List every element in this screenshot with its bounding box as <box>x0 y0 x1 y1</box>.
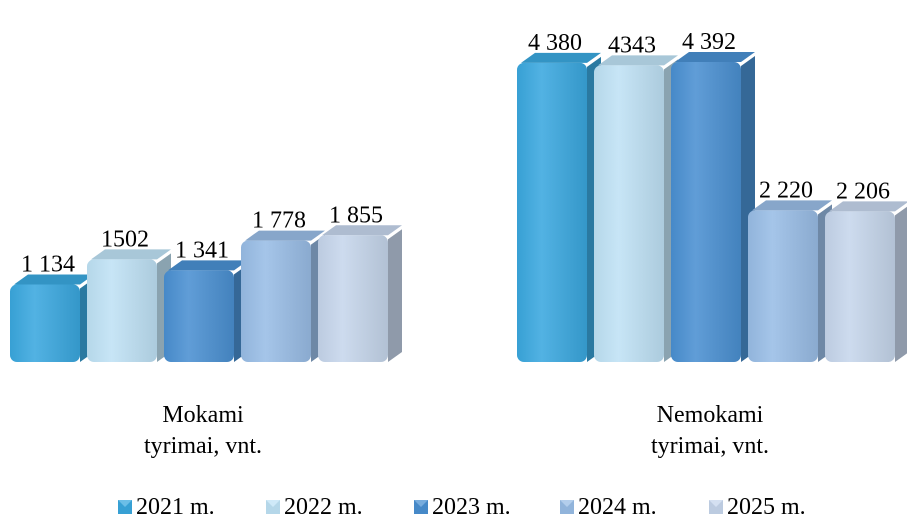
bar-front <box>825 211 895 362</box>
bar-top <box>14 274 94 285</box>
legend-label: 2021 m. <box>136 494 215 520</box>
value-label: 4 392 <box>682 29 736 55</box>
bar-side <box>895 206 907 362</box>
bar-front <box>87 259 157 362</box>
legend: 2021 m. 2022 m. 2023 m. 2024 m. 2025 m. <box>118 494 806 520</box>
bar-0-0 <box>10 274 94 362</box>
bar-top <box>168 260 248 271</box>
bar-front <box>164 270 234 362</box>
value-label: 1 341 <box>175 237 229 263</box>
value-label: 4 380 <box>528 30 582 56</box>
bar-0-2 <box>164 260 248 362</box>
bar-0-1 <box>87 249 171 362</box>
legend-label: 2023 m. <box>432 494 511 520</box>
bar-1-0 <box>517 52 601 362</box>
bar-0-3 <box>241 230 325 362</box>
category-label: tyrimai, vnt. <box>651 433 769 459</box>
legend-label: 2025 m. <box>727 494 806 520</box>
bar-top <box>245 230 325 241</box>
legend-label: 2022 m. <box>284 494 363 520</box>
legend-swatch-highlight <box>560 500 574 507</box>
legend-item: 2024 m. <box>560 494 657 520</box>
category-label: Nemokami <box>657 402 764 428</box>
value-label: 2 206 <box>836 178 890 204</box>
value-label: 1 778 <box>252 208 306 234</box>
legend-swatch-highlight <box>266 500 280 507</box>
bar-front <box>748 210 818 362</box>
legend-swatch-highlight <box>414 500 428 507</box>
bar-top <box>675 52 755 63</box>
legend-swatch-highlight <box>709 500 723 507</box>
bar-front <box>594 65 664 362</box>
bar-front <box>10 284 80 362</box>
value-label: 2 220 <box>759 177 813 203</box>
legend-item: 2021 m. <box>118 494 215 520</box>
bar-front <box>671 62 741 363</box>
bars-layer <box>10 52 907 363</box>
bar-0-4 <box>318 225 402 362</box>
bar-top <box>829 201 907 212</box>
legend-item: 2023 m. <box>414 494 511 520</box>
bar-side <box>388 229 402 362</box>
legend-swatch-highlight <box>118 500 132 507</box>
bar-top <box>521 52 601 63</box>
bar-front <box>241 240 311 362</box>
bar-1-1 <box>594 55 678 362</box>
legend-item: 2022 m. <box>266 494 363 520</box>
category-labels-layer: Mokami tyrimai, vnt. Nemokami tyrimai, vnt. <box>144 402 769 459</box>
value-label: 4343 <box>608 32 656 58</box>
bar-top <box>598 55 678 66</box>
value-label: 1 134 <box>21 252 75 278</box>
legend-item: 2025 m. <box>709 494 806 520</box>
legend-label: 2024 m. <box>578 494 657 520</box>
value-labels-layer: 1 134 1502 1 341 1 778 1 855 4 380 4343 4 392 2 … <box>21 29 890 278</box>
bar-1-4 <box>825 201 907 362</box>
value-label: 1 855 <box>329 202 383 228</box>
bar-top <box>322 225 402 236</box>
value-label: 1502 <box>101 226 149 252</box>
category-label: tyrimai, vnt. <box>144 433 262 459</box>
bar-front <box>318 235 388 362</box>
bar-top <box>91 249 171 260</box>
bar-1-2 <box>671 52 755 363</box>
bar-front <box>517 62 587 362</box>
category-label: Mokami <box>162 402 244 428</box>
bar-top <box>752 200 832 211</box>
bar-1-3 <box>748 200 832 362</box>
